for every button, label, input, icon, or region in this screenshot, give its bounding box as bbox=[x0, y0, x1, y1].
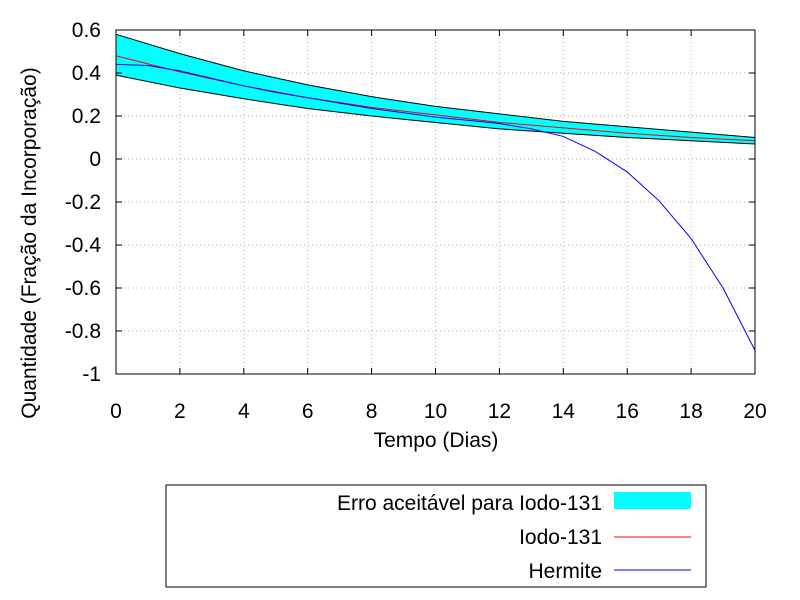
y-tick-label: -0.2 bbox=[65, 191, 101, 214]
y-tick-labels: 0.6 0.4 0.2 0 -0.2 -0.4 -0.6 -0.8 -1 bbox=[65, 19, 102, 386]
acceptable-error-band-layer bbox=[115, 33, 756, 145]
x-tick-label: 4 bbox=[238, 400, 250, 423]
y-tick-label: 0.6 bbox=[72, 19, 101, 42]
band-lower-edge bbox=[115, 74, 756, 145]
legend-label-band: Erro aceitável para Iodo-131 bbox=[337, 492, 602, 515]
x-tick-label: 12 bbox=[488, 400, 511, 423]
band-upper-edge bbox=[115, 33, 756, 138]
series-lines-layer bbox=[115, 55, 756, 351]
x-tick-label: 10 bbox=[424, 400, 447, 423]
x-tick-label: 6 bbox=[302, 400, 314, 423]
legend-swatch-band bbox=[614, 492, 691, 509]
legend-label-iodo: Iodo-131 bbox=[519, 526, 602, 549]
y-axis-title: Quantidade (Fração da Incorporação) bbox=[18, 67, 41, 418]
y-tick-label: -0.6 bbox=[65, 277, 101, 300]
y-tick-label: 0 bbox=[89, 148, 101, 171]
y-tick-label: -0.4 bbox=[65, 234, 102, 257]
x-tick-labels: 0 2 4 6 8 10 12 14 16 18 20 bbox=[110, 400, 767, 423]
legend: Erro aceitável para Iodo-131 Iodo-131 He… bbox=[165, 484, 707, 588]
x-tick-label: 16 bbox=[616, 400, 639, 423]
legend-box bbox=[165, 484, 707, 588]
y-tick-label: -1 bbox=[82, 363, 101, 386]
x-tick-label: 14 bbox=[552, 400, 576, 423]
axis-ticks bbox=[115, 29, 756, 375]
x-tick-label: 0 bbox=[110, 400, 122, 423]
y-tick-label: 0.2 bbox=[72, 105, 101, 128]
x-tick-label: 2 bbox=[174, 400, 186, 423]
y-tick-label: -0.8 bbox=[65, 320, 101, 343]
x-tick-label: 8 bbox=[366, 400, 378, 423]
x-tick-label: 18 bbox=[679, 400, 702, 423]
legend-label-hermite: Hermite bbox=[528, 560, 602, 583]
series-line-hermite bbox=[115, 63, 756, 351]
y-tick-label: 0.4 bbox=[72, 62, 102, 85]
x-tick-label: 20 bbox=[743, 400, 766, 423]
grid bbox=[116, 30, 755, 374]
x-axis-title: Tempo (Dias) bbox=[374, 429, 499, 452]
